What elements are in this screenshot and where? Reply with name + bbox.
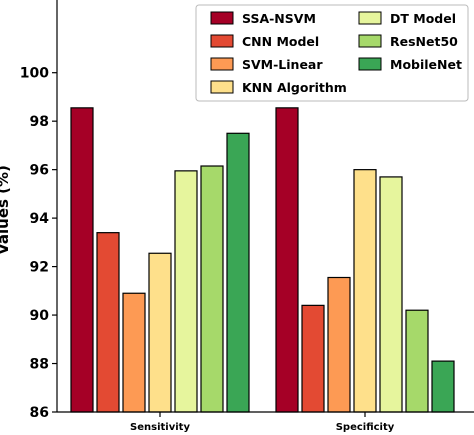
legend-label-resnet50: ResNet50: [390, 34, 458, 49]
legend: SSA-NSVM CNN Model SVM-Linear KNN Algorithm…: [195, 4, 469, 102]
bar-dt-model-specificity: [379, 176, 403, 413]
legend-frame: [195, 4, 469, 102]
y-tick-label: 94: [30, 211, 50, 227]
legend-label-svm-linear: SVM-Linear: [242, 57, 323, 72]
bar-cnn-model-sensitivity: [96, 232, 120, 413]
bar-dt-model-sensitivity: [174, 170, 198, 413]
bar-mobilenet-sensitivity: [226, 132, 250, 413]
x-tick-label-specificity: Specificity: [336, 422, 395, 433]
legend-label-ssa-nsvm: SSA-NSVM: [242, 11, 316, 26]
legend-label-knn-algorithm: KNN Algorithm: [242, 80, 347, 95]
legend-swatch-cnn-model: [210, 34, 234, 48]
bar-resnet50-specificity: [405, 309, 429, 413]
legend-swatch-resnet50: [358, 34, 382, 48]
x-tick-label-sensitivity: Sensitivity: [130, 422, 190, 433]
y-tick-label: 86: [30, 405, 49, 421]
y-tick-label: 98: [30, 114, 49, 130]
legend-swatch-dt-model: [358, 11, 382, 25]
bar-mobilenet-specificity: [431, 360, 455, 413]
y-axis-title: Values (%): [0, 165, 12, 255]
bar-svm-linear-sensitivity: [122, 292, 146, 413]
legend-swatch-mobilenet: [358, 57, 382, 71]
bar-svm-linear-specificity: [327, 276, 351, 413]
bar-ssa-nsvm-sensitivity: [70, 107, 94, 413]
y-tick-label: 100: [20, 66, 49, 82]
legend-swatch-svm-linear: [210, 57, 234, 71]
legend-swatch-knn-algorithm: [210, 80, 234, 94]
y-tick-label: 90: [30, 308, 50, 324]
y-tick-label: 92: [30, 260, 49, 276]
bar-knn-algorithm-specificity: [353, 169, 377, 413]
bar-knn-algorithm-sensitivity: [148, 252, 172, 413]
y-tick-label: 88: [30, 357, 49, 373]
legend-swatch-ssa-nsvm: [210, 11, 234, 25]
legend-label-cnn-model: CNN Model: [242, 34, 319, 49]
legend-label-dt-model: DT Model: [390, 11, 456, 26]
bar-ssa-nsvm-specificity: [275, 107, 299, 413]
bar-cnn-model-specificity: [301, 304, 325, 413]
legend-label-mobilenet: MobileNet: [390, 57, 462, 72]
bar-resnet50-sensitivity: [200, 165, 224, 413]
y-tick-label: 96: [30, 163, 49, 179]
